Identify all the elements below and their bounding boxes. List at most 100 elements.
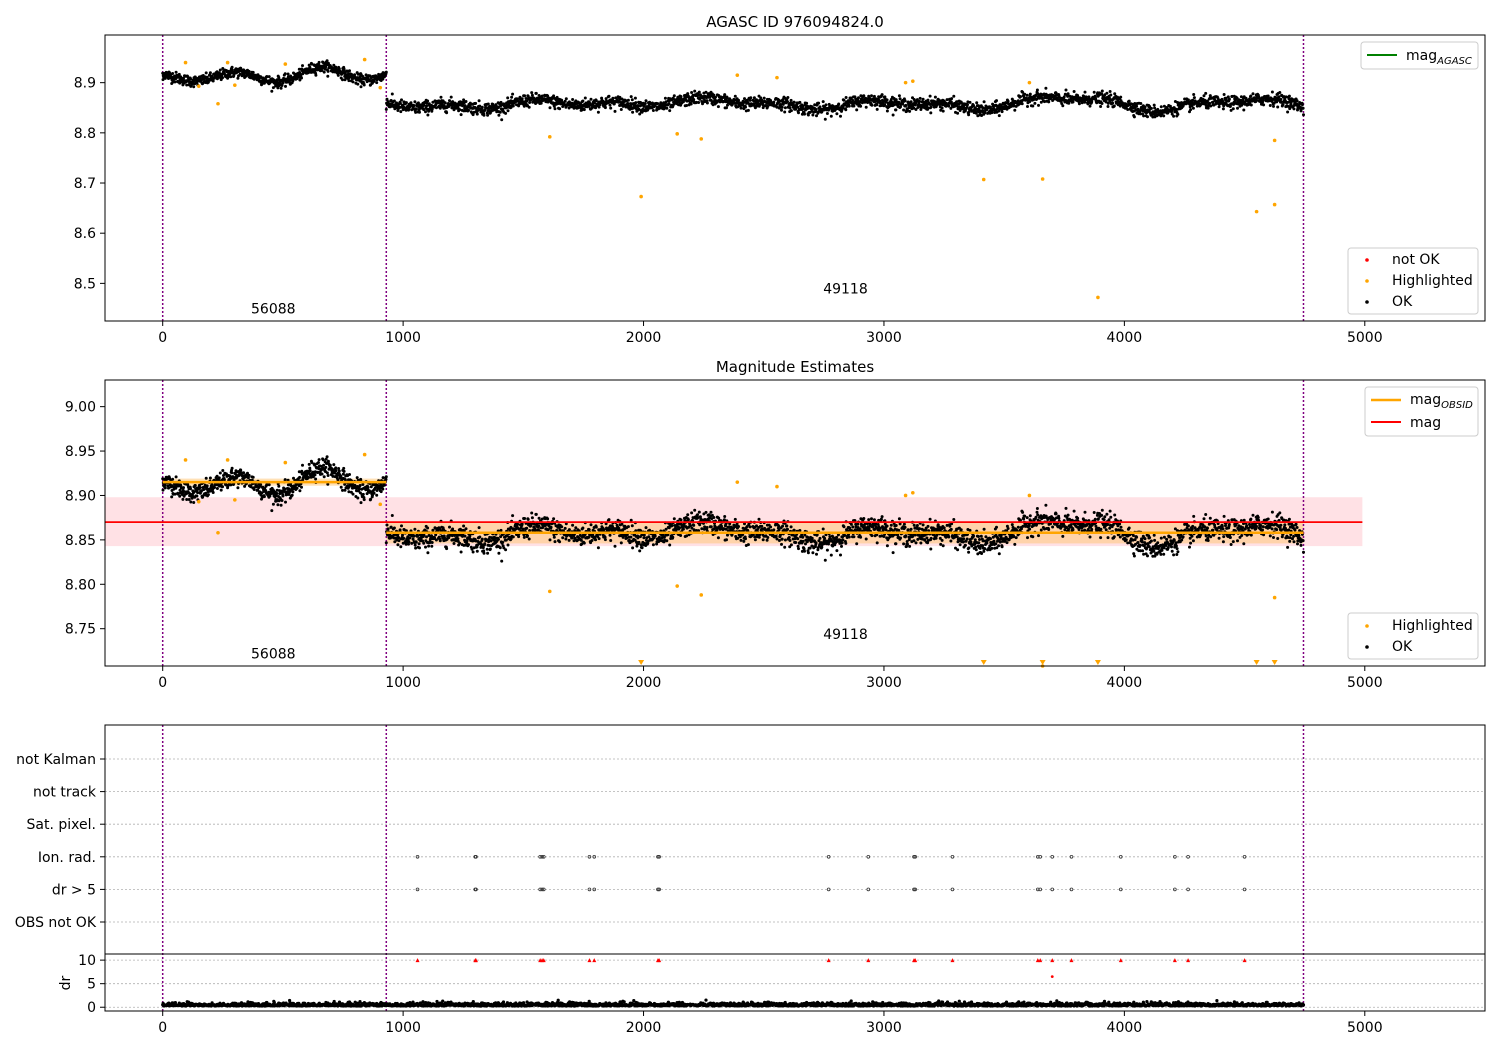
ok-point (1176, 112, 1180, 116)
ok-point (355, 476, 359, 480)
ok-point (456, 537, 460, 541)
ok-point (693, 89, 697, 93)
ok-point (1227, 97, 1231, 101)
ok-point (411, 537, 415, 541)
ok-point (301, 463, 304, 467)
legend-not-ok: not OK (1392, 252, 1440, 268)
ok-point (229, 483, 233, 487)
ok-point (462, 98, 466, 102)
ok-point (567, 538, 571, 542)
ok-point (359, 85, 363, 89)
ok-point (631, 110, 635, 114)
ok-point (703, 525, 707, 529)
ok-point (430, 107, 434, 111)
ok-point (933, 95, 937, 99)
ok-point (332, 63, 336, 67)
ok-point (581, 99, 585, 103)
ok-point (500, 559, 504, 563)
ok-point (1028, 92, 1032, 96)
ok-point (236, 486, 240, 490)
ok-point (247, 473, 251, 477)
highlighted-point (233, 83, 237, 87)
ok-point (1222, 93, 1226, 96)
ok-point (347, 79, 351, 83)
ok-point (560, 525, 564, 529)
ok-point (236, 76, 240, 80)
ok-point (997, 114, 1001, 118)
ok-point (696, 513, 699, 517)
legend-highlighted: Highlighted (1392, 273, 1473, 289)
ok-point (499, 100, 503, 104)
ok-point (396, 543, 400, 547)
ok-point (359, 501, 363, 505)
ok-point (247, 69, 251, 73)
ok-point (342, 67, 346, 71)
ok-point (298, 475, 302, 479)
ok-point (409, 101, 413, 105)
ok-point (1026, 105, 1029, 108)
ok-point (549, 525, 553, 529)
ok-point (523, 517, 527, 520)
ok-point (483, 542, 487, 546)
ok-point (438, 539, 442, 543)
ok-point (494, 103, 498, 107)
highlighted-point (283, 62, 288, 66)
highlighted-point (911, 79, 915, 83)
highlighted-point (183, 60, 188, 65)
ok-point (430, 544, 434, 548)
ok-point (590, 539, 594, 542)
ok-point (418, 110, 421, 114)
ok-point (603, 106, 607, 110)
ok-point (284, 500, 287, 504)
ok-point (786, 100, 789, 104)
ok-point (748, 98, 752, 102)
ok-point (463, 104, 467, 108)
ok-point (704, 510, 708, 514)
ok-point (478, 535, 482, 539)
ok-point (852, 104, 856, 108)
ok-point (463, 534, 467, 538)
ok-point (696, 93, 700, 97)
ok-point (839, 114, 842, 118)
ok-point (651, 543, 655, 547)
ok-point (1061, 104, 1065, 108)
ok-point (797, 111, 800, 115)
ok-point (364, 73, 368, 77)
ok-point (1249, 94, 1253, 98)
ok-point (1262, 103, 1266, 107)
ok-point (361, 483, 365, 486)
ok-point (609, 106, 613, 110)
ok-point (885, 109, 889, 113)
ok-point (452, 542, 456, 545)
ok-point (619, 108, 623, 111)
ok-point (783, 110, 787, 114)
ok-point (1135, 104, 1139, 108)
ok-point (629, 95, 633, 99)
ok-point (1105, 91, 1109, 95)
ok-point (511, 535, 515, 539)
ok-point (613, 544, 617, 548)
ok-point (431, 528, 435, 532)
ok-point (222, 478, 226, 482)
ok-point (178, 494, 182, 498)
ok-point (1287, 94, 1291, 98)
ok-point (723, 93, 727, 97)
ok-point (267, 483, 271, 487)
ok-point (448, 99, 451, 103)
ok-point (341, 78, 344, 82)
ok-point (686, 513, 690, 517)
ok-point (438, 106, 442, 110)
ok-point (506, 109, 510, 113)
ok-point (567, 528, 571, 532)
ok-point (1217, 105, 1221, 109)
ok-point (488, 547, 492, 551)
ok-point (697, 90, 701, 94)
highlighted-point (675, 132, 679, 136)
ok-point (668, 109, 672, 113)
ok-point (952, 94, 956, 98)
ok-point (425, 104, 428, 108)
y-tick-label: 8.9 (74, 76, 96, 92)
ok-point (1249, 103, 1253, 107)
ok-point (189, 487, 192, 491)
ok-point (300, 76, 303, 80)
